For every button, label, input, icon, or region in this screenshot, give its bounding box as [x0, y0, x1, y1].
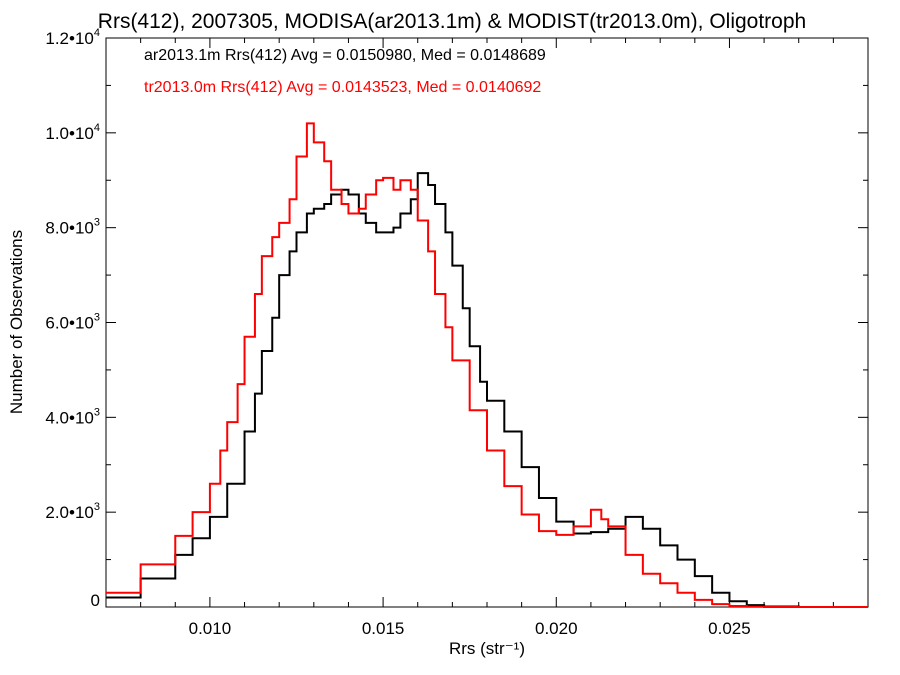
y-tick-label: 4.0•103: [45, 406, 100, 427]
y-tick-label: 6.0•103: [45, 312, 100, 333]
y-axis: 0 2.0•103 4.0•103 6.0•103 8.0•103 1.0•104 1.2•…: [45, 27, 868, 610]
x-axis: 0.010 0.015 0.020 0.025: [105, 38, 869, 638]
y-tick-label: 8.0•103: [45, 217, 100, 238]
plot-frame: [105, 37, 869, 608]
y-tick-label: 1.2•104: [45, 27, 100, 48]
legend-entry-tr2013.0m: tr2013.0m Rrs(412) Avg = 0.0143523, Med …: [144, 79, 541, 96]
x-axis-label: Rrs (str⁻¹): [449, 639, 525, 658]
legend: ar2013.1m Rrs(412) Avg = 0.0150980, Med …: [144, 47, 546, 96]
x-tick-label: 0.010: [189, 619, 232, 638]
y-tick-label: 2.0•103: [45, 501, 100, 522]
y-tick-label: 0: [91, 591, 100, 610]
series-line-ar2013.1m: [106, 172, 868, 608]
y-tick-label: 1.0•104: [45, 122, 100, 143]
series-line-tr2013.0m: [106, 122, 868, 608]
legend-entry-ar2013.1m: ar2013.1m Rrs(412) Avg = 0.0150980, Med …: [144, 47, 546, 64]
x-tick-label: 0.020: [535, 619, 578, 638]
x-tick-label: 0.015: [362, 619, 405, 638]
chart-title: Rrs(412), 2007305, MODISA(ar2013.1m) & M…: [98, 10, 806, 33]
x-tick-label: 0.025: [708, 619, 751, 638]
series-group: [106, 122, 868, 608]
y-axis-label: Number of Observations: [7, 230, 26, 414]
